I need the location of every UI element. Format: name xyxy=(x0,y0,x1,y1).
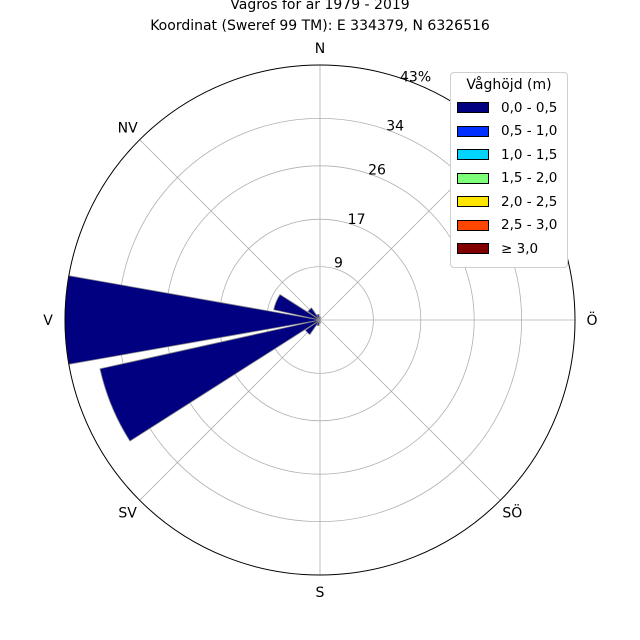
outer-circle xyxy=(64,64,576,576)
legend-title: Våghöjd (m) xyxy=(466,77,552,93)
radial-tick-label: 34 xyxy=(386,119,404,135)
direction-label: N xyxy=(315,41,325,57)
legend-label: 2,0 - 2,5 xyxy=(501,193,558,210)
legend-item: 2,0 - 2,5 xyxy=(451,190,567,214)
radial-tick-label: 17 xyxy=(348,212,366,228)
legend-item: 2,5 - 3,0 xyxy=(451,214,567,238)
radial-tick-label: 26 xyxy=(368,163,386,179)
legend-swatch xyxy=(457,125,489,137)
wave-bar xyxy=(304,319,321,336)
legend-label: ≥ 3,0 xyxy=(501,240,539,257)
direction-label: V xyxy=(43,313,53,329)
wave-bar xyxy=(99,319,321,442)
wave-bar xyxy=(273,293,321,321)
legend: Våghöjd (m) 0,0 - 0,5 0,5 - 1,0 1,0 - 1,5 1… xyxy=(450,72,568,268)
wave-bar xyxy=(319,319,321,324)
wave-bar xyxy=(319,316,321,321)
legend-item: 1,0 - 1,5 xyxy=(451,143,567,167)
direction-label: S xyxy=(316,585,325,601)
grid-spoke xyxy=(319,319,501,501)
legend-item: 0,5 - 1,0 xyxy=(451,120,567,144)
legend-item: 0,0 - 0,5 xyxy=(451,96,567,120)
wave-bar xyxy=(316,319,321,327)
direction-label: NV xyxy=(118,121,138,137)
chart-subtitle: Koordinat (Sweref 99 TM): E 334379, N 63… xyxy=(150,18,490,34)
chart-title: Vågros för år 1979 - 2019 xyxy=(230,0,410,13)
legend-swatch xyxy=(457,102,489,114)
legend-item: ≥ 3,0 xyxy=(451,237,567,261)
grid-spoke xyxy=(139,319,321,501)
direction-label: SÖ xyxy=(502,503,522,521)
legend-label: 0,5 - 1,0 xyxy=(501,123,558,140)
legend-item: 1,5 - 2,0 xyxy=(451,167,567,191)
legend-swatch xyxy=(457,196,489,208)
legend-swatch xyxy=(457,243,489,255)
legend-swatch xyxy=(457,219,489,231)
direction-label: SV xyxy=(118,505,137,521)
legend-label: 1,0 - 1,5 xyxy=(501,146,558,163)
radial-tick-label: 43% xyxy=(400,69,431,85)
wave-bar xyxy=(316,313,321,321)
grid-spoke xyxy=(139,139,321,321)
legend-swatch xyxy=(457,149,489,161)
direction-label: Ö xyxy=(586,311,597,329)
radial-tick-label: 9 xyxy=(334,256,343,272)
legend-label: 2,5 - 3,0 xyxy=(501,217,558,234)
wave-bar xyxy=(307,307,321,321)
legend-swatch xyxy=(457,172,489,184)
legend-label: 1,5 - 2,0 xyxy=(501,170,558,187)
legend-label: 0,0 - 0,5 xyxy=(501,99,558,116)
